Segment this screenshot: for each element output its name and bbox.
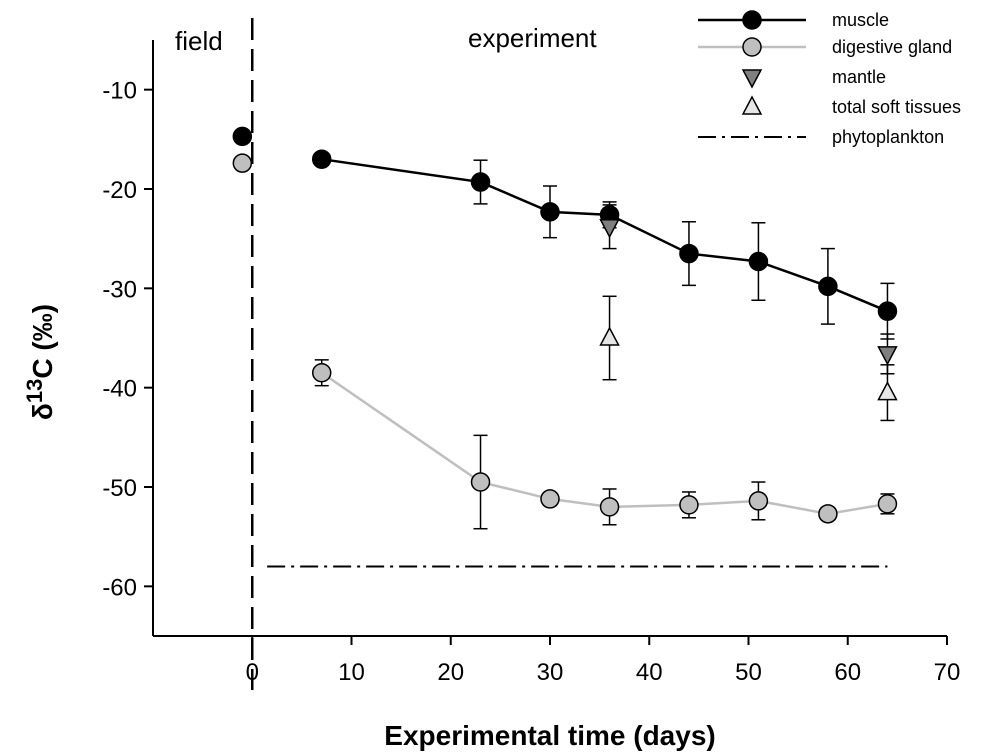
y-axis-title-prefix: δ xyxy=(27,403,58,420)
total-soft-tissues-point xyxy=(599,326,620,346)
digestive-gland-line xyxy=(321,371,888,516)
legend-label: muscle xyxy=(832,10,889,30)
x-axis-title: Experimental time (days) xyxy=(384,720,715,751)
digestive-gland-point xyxy=(311,363,332,383)
legend-marker xyxy=(741,95,763,115)
legend-item-total-soft-tissues: total soft tissues xyxy=(741,95,961,117)
x-tick-label: 0 xyxy=(246,659,259,686)
muscle-point xyxy=(540,202,560,222)
muscle-point xyxy=(877,301,898,321)
digestive-gland-point xyxy=(599,497,620,517)
digestive-gland-point xyxy=(877,494,898,514)
x-tick-label: 50 xyxy=(735,659,762,686)
legend-item-digestive-gland: digestive gland xyxy=(698,37,952,57)
legend: muscle digestive gland mantle total soft ti… xyxy=(698,10,961,147)
experiment-region-label: experiment xyxy=(468,23,597,53)
mantle-point xyxy=(599,218,620,239)
y-tick-label: -20 xyxy=(102,177,137,204)
y-ticks: -10 -20 -30 -40 -50 -60 xyxy=(102,78,153,601)
y-tick-label: -30 xyxy=(102,276,137,303)
x-tick-label: 20 xyxy=(437,659,464,686)
y-tick-label: -10 xyxy=(102,78,137,105)
digestive-gland-point xyxy=(540,489,560,509)
x-ticks: 0 10 20 30 40 50 60 70 xyxy=(246,636,961,686)
y-tick-label: -40 xyxy=(102,376,137,403)
axes: 0 10 20 30 40 50 60 70 -10 -20 -30 -40 -50 -60 xyxy=(102,40,960,686)
field-region-label: field xyxy=(175,26,223,56)
x-tick-label: 60 xyxy=(834,659,861,686)
x-tick-label: 30 xyxy=(537,659,564,686)
digestive-gland-point xyxy=(748,491,769,511)
legend-item-mantle: mantle xyxy=(741,67,886,89)
plot-area xyxy=(232,18,898,690)
total-soft-tissues-series xyxy=(599,295,898,422)
legend-marker xyxy=(742,10,762,30)
y-axis-title-suffix: C (‰) xyxy=(27,304,58,379)
digestive-gland-point xyxy=(679,495,699,515)
digestive-gland-series xyxy=(232,153,898,530)
digestive-gland-field-point xyxy=(232,153,253,173)
muscle-point xyxy=(818,276,838,297)
digestive-gland-point xyxy=(818,504,838,524)
muscle-field-point xyxy=(232,126,253,147)
legend-item-muscle: muscle xyxy=(698,10,889,30)
legend-label: phytoplankton xyxy=(832,127,944,147)
x-tick-label: 70 xyxy=(934,659,961,686)
legend-label: digestive gland xyxy=(832,37,952,57)
mantle-point xyxy=(877,346,898,366)
muscle-point xyxy=(470,172,491,192)
legend-label: total soft tissues xyxy=(832,97,961,117)
total-soft-tissues-point xyxy=(877,381,898,401)
muscle-point xyxy=(311,149,332,169)
muscle-series xyxy=(232,126,898,340)
digestive-gland-point xyxy=(470,472,491,492)
x-tick-label: 40 xyxy=(636,659,663,686)
legend-label: mantle xyxy=(832,67,886,87)
y-tick-label: -50 xyxy=(102,475,137,502)
mantle-series xyxy=(599,204,898,375)
legend-marker xyxy=(741,69,763,89)
legend-item-phytoplankton: phytoplankton xyxy=(698,127,944,147)
y-tick-label: -60 xyxy=(102,574,137,601)
y-axis-title: δ13C (‰) xyxy=(22,304,58,420)
y-axis-title-superscript: 13 xyxy=(22,379,47,403)
x-tick-label: 10 xyxy=(338,659,365,686)
muscle-line xyxy=(321,157,888,313)
muscle-point xyxy=(679,243,699,264)
muscle-point xyxy=(748,251,769,272)
legend-marker xyxy=(742,37,762,57)
